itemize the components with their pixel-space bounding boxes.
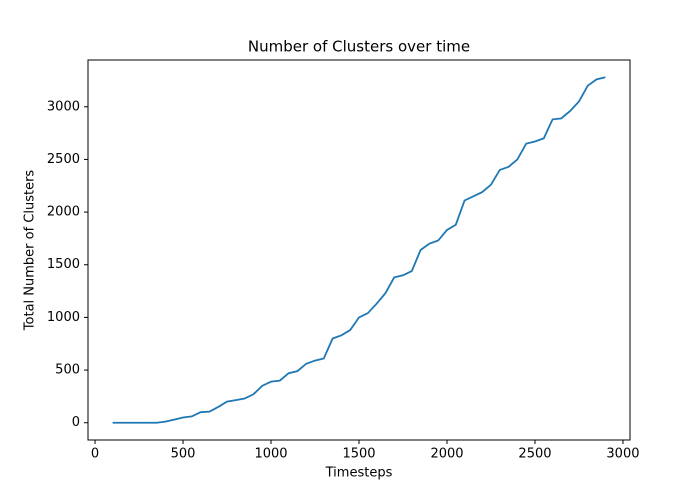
y-tick-label: 1500: [47, 257, 80, 272]
y-tick-label: 3000: [47, 99, 80, 114]
x-tick-label: 3000: [606, 447, 639, 462]
plot-frame: [87, 59, 631, 441]
y-tick-label: 500: [55, 363, 80, 378]
y-tick-label: 0: [72, 415, 80, 430]
y-tick-label: 2500: [47, 152, 80, 167]
data-line: [112, 76, 606, 424]
x-tick-label: 1500: [342, 447, 375, 462]
x-tick-label: 2000: [430, 447, 463, 462]
y-tick-label: 2000: [47, 205, 80, 220]
x-axis-label: Timesteps: [325, 466, 393, 481]
chart-title: Number of Clusters over time: [248, 38, 470, 56]
x-tick-label: 1000: [254, 447, 287, 462]
x-tick-label: 2500: [518, 447, 551, 462]
x-tick-label: 500: [171, 447, 196, 462]
y-tick-label: 1000: [47, 310, 80, 325]
x-tick-label: 0: [91, 447, 99, 462]
y-axis-label: Total Number of Clusters: [23, 170, 38, 332]
